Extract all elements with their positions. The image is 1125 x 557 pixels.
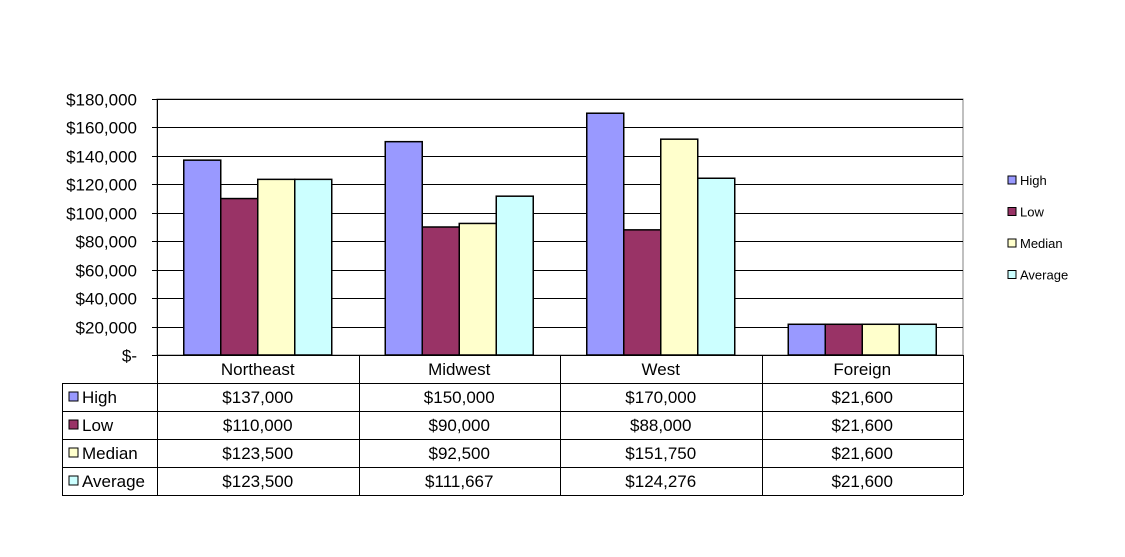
- table-legend-key-average: [68, 475, 79, 486]
- table-series-label: Median: [82, 444, 138, 463]
- y-tick-label: $60,000: [76, 262, 137, 281]
- table-series-label: Low: [82, 416, 114, 435]
- legend-key-high: [1007, 175, 1017, 185]
- data-label: $88,000: [630, 416, 691, 435]
- legend-key-low: [1007, 207, 1017, 216]
- legend: High Low Median Average: [1007, 173, 1068, 283]
- data-label: $170,000: [625, 388, 696, 407]
- bar-average-midwest: [495, 195, 534, 356]
- data-label: $123,500: [222, 444, 293, 463]
- y-tick-label: $80,000: [76, 233, 137, 252]
- data-label: $124,276: [625, 472, 696, 491]
- bar-high-midwest: [384, 140, 423, 356]
- data-label: $21,600: [832, 444, 893, 463]
- bar-high-northeast: [183, 159, 222, 356]
- y-tick-label: $40,000: [76, 290, 137, 309]
- bar-median-west: [660, 138, 699, 356]
- data-label: $123,500: [222, 472, 293, 491]
- table-legend-key-median: [68, 447, 79, 458]
- data-label: $111,667: [425, 472, 493, 491]
- y-tick-label: $20,000: [76, 319, 137, 338]
- legend-key-average: [1007, 270, 1017, 279]
- category-label: Foreign: [833, 360, 891, 379]
- bar-average-foreign: [898, 323, 937, 356]
- data-label: $90,000: [429, 416, 490, 435]
- legend-key-median: [1007, 238, 1017, 248]
- bar-low-west: [623, 229, 662, 356]
- y-tick-label: $100,000: [66, 205, 137, 224]
- table-legend-key-low: [68, 419, 79, 430]
- data-label: $21,600: [832, 472, 893, 491]
- data-label: $21,600: [832, 388, 893, 407]
- bar-median-midwest: [458, 222, 497, 356]
- data-label: $110,000: [223, 416, 293, 435]
- data-label: $137,000: [222, 388, 293, 407]
- y-tick-label: $140,000: [66, 148, 137, 167]
- bar-low-midwest: [421, 226, 460, 356]
- legend-label: Median: [1020, 236, 1063, 251]
- bar-low-foreign: [824, 323, 863, 356]
- data-label: $92,500: [429, 444, 490, 463]
- category-label: Midwest: [428, 360, 491, 379]
- bar-high-west: [586, 112, 625, 356]
- bar-median-foreign: [861, 323, 900, 356]
- category-label: West: [642, 360, 681, 379]
- data-table: Northeast Midwest West Foreign High $137,000 $…: [62, 355, 964, 496]
- y-tick-label: $160,000: [66, 119, 137, 138]
- legend-label: High: [1020, 173, 1047, 188]
- bar-low-northeast: [220, 197, 259, 356]
- y-tick-label: $-: [122, 347, 137, 366]
- bars: [183, 112, 937, 356]
- bar-average-west: [697, 177, 736, 356]
- bar-average-northeast: [294, 178, 333, 356]
- data-label: $150,000: [424, 388, 495, 407]
- data-label: $151,750: [625, 444, 696, 463]
- legend-label: Average: [1020, 268, 1068, 283]
- y-tick-label: $180,000: [66, 91, 137, 110]
- bar-median-northeast: [257, 178, 296, 356]
- table-legend-key-high: [68, 391, 79, 402]
- category-label: Northeast: [221, 360, 295, 379]
- legend-label: Low: [1020, 205, 1044, 220]
- axes: $- $20,000 $40,000 $60,000 $80,000 $100,000 $1…: [66, 91, 158, 366]
- y-tick-label: $120,000: [66, 176, 137, 195]
- data-label: $21,600: [832, 416, 893, 435]
- table-series-label: High: [82, 388, 117, 407]
- table-series-label: Average: [82, 472, 145, 491]
- bar-high-foreign: [787, 323, 826, 356]
